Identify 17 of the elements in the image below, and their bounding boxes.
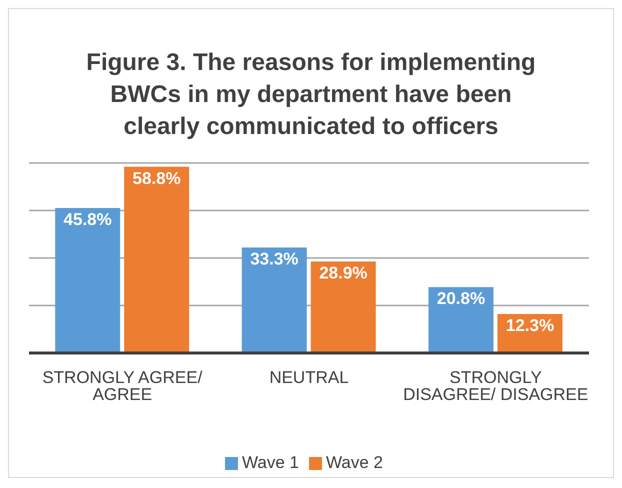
data-label: 33.3% (250, 250, 298, 269)
x-tick-label: NEUTRAL (269, 368, 349, 388)
data-label: 28.9% (319, 264, 368, 283)
bar (55, 208, 120, 353)
bar (242, 248, 307, 353)
x-tick-label: STRONGLY AGREE/ AGREE (42, 368, 203, 404)
bar (310, 261, 376, 353)
x-tick-label: STRONGLY DISAGREE/ DISAGREE (403, 368, 588, 404)
legend-label: Wave 1 (242, 453, 299, 472)
chart-title: Figure 3. The reasons for implementing BWCs in my department have been clearly communicated to officers (85, 48, 537, 142)
bar (124, 166, 190, 353)
data-label: 12.3% (506, 316, 554, 336)
data-label: 58.8% (132, 168, 181, 188)
data-label: 45.8% (64, 210, 112, 230)
legend-label: Wave 2 (326, 453, 384, 472)
data-label: 20.8% (436, 289, 486, 308)
bar (428, 287, 494, 353)
